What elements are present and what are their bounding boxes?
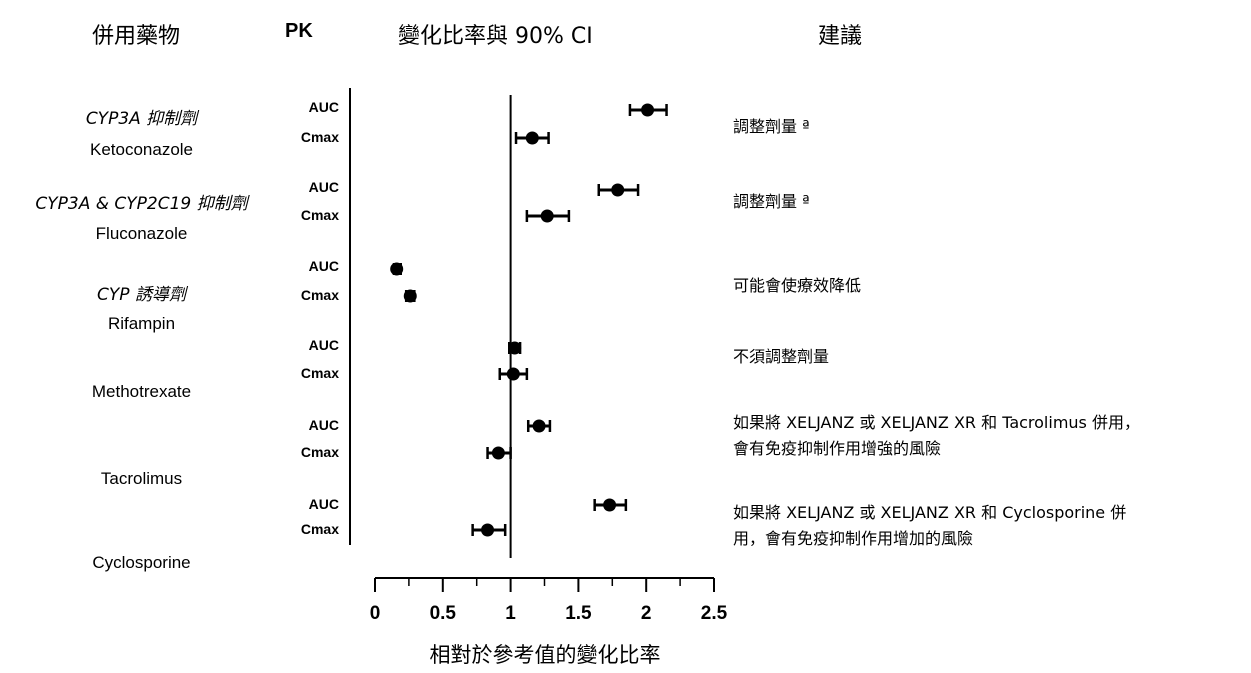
markers <box>390 103 668 537</box>
drug-name-label: Ketoconazole <box>89 140 194 159</box>
pk-label-cmax: Cmax <box>301 444 339 460</box>
x-tick-label: 1 <box>505 603 516 624</box>
point-estimate <box>641 103 655 117</box>
recommendation-text: 如果將 XELJANZ 或 XELJANZ XR 和 Cyclosporine … <box>733 503 1127 522</box>
point-estimate <box>390 262 404 276</box>
x-tick-label: 0.5 <box>430 603 457 624</box>
recommendation-text: 會有免疫抑制作用增強的風險 <box>733 439 942 458</box>
header-recommendation: 建議 <box>818 24 863 49</box>
drug-name-label: Tacrolimus <box>100 469 183 488</box>
header-ratio: 變化比率與 90% CI <box>398 24 593 49</box>
recommendation-text: 調整劑量 ª <box>733 117 810 136</box>
header-drug: 併用藥物 <box>92 24 181 49</box>
x-tick-label: 2 <box>641 603 652 624</box>
x-tick-label: 1.5 <box>565 603 592 624</box>
drug-name-label: Cyclosporine <box>92 553 191 572</box>
x-tick-label: 2.5 <box>701 603 728 624</box>
x-axis-title: 相對於參考值的變化比率 <box>430 643 661 667</box>
drug-name-label: Rifampin <box>107 314 176 333</box>
point-estimate <box>506 367 520 381</box>
point-estimate <box>532 419 546 433</box>
point-estimate <box>611 183 625 197</box>
pk-labels: AUC Cmax AUC Cmax AUC Cmax AUC Cmax AUC Cmax AUC Cm… <box>301 99 339 537</box>
pk-label-cmax: Cmax <box>301 129 339 145</box>
pk-label-cmax: Cmax <box>301 365 339 381</box>
point-estimate <box>491 446 505 460</box>
pk-label-auc: AUC <box>309 337 339 353</box>
x-axis: 0 0.5 1 1.5 2 2.5 <box>370 577 728 624</box>
drug-class-label: CYP 誘導劑 <box>97 285 186 305</box>
recommendation-text: 如果將 XELJANZ 或 XELJANZ XR 和 Tacrolimus 併用… <box>733 413 1140 432</box>
pk-label-cmax: Cmax <box>301 521 339 537</box>
pk-label-auc: AUC <box>309 99 339 115</box>
point-estimate <box>481 523 495 537</box>
pk-label-cmax: Cmax <box>301 207 339 223</box>
pk-label-auc: AUC <box>309 417 339 433</box>
pk-label-auc: AUC <box>309 258 339 274</box>
point-estimate <box>508 341 522 355</box>
drug-class-label: CYP3A 抑制劑 <box>85 109 198 129</box>
point-estimate <box>403 289 417 303</box>
recommendation-text: 用，會有免疫抑制作用增加的風險 <box>733 529 974 548</box>
recommendation-text: 不須調整劑量 <box>733 347 830 366</box>
x-tick-label: 0 <box>370 603 381 624</box>
drug-name-label: Methotrexate <box>91 382 192 401</box>
recommendation-text: 可能會使療效降低 <box>733 276 862 295</box>
pk-label-auc: AUC <box>309 179 339 195</box>
point-estimate <box>603 498 617 512</box>
pk-label-cmax: Cmax <box>301 287 339 303</box>
drug-name-label: Fluconazole <box>95 224 188 243</box>
pk-label-auc: AUC <box>309 496 339 512</box>
drug-class-label: CYP3A & CYP2C19 抑制劑 <box>35 194 248 214</box>
point-estimate <box>540 209 554 223</box>
point-estimate <box>525 131 539 145</box>
recommendation-text: 調整劑量 ª <box>733 192 810 211</box>
header-pk: PK <box>285 20 313 42</box>
